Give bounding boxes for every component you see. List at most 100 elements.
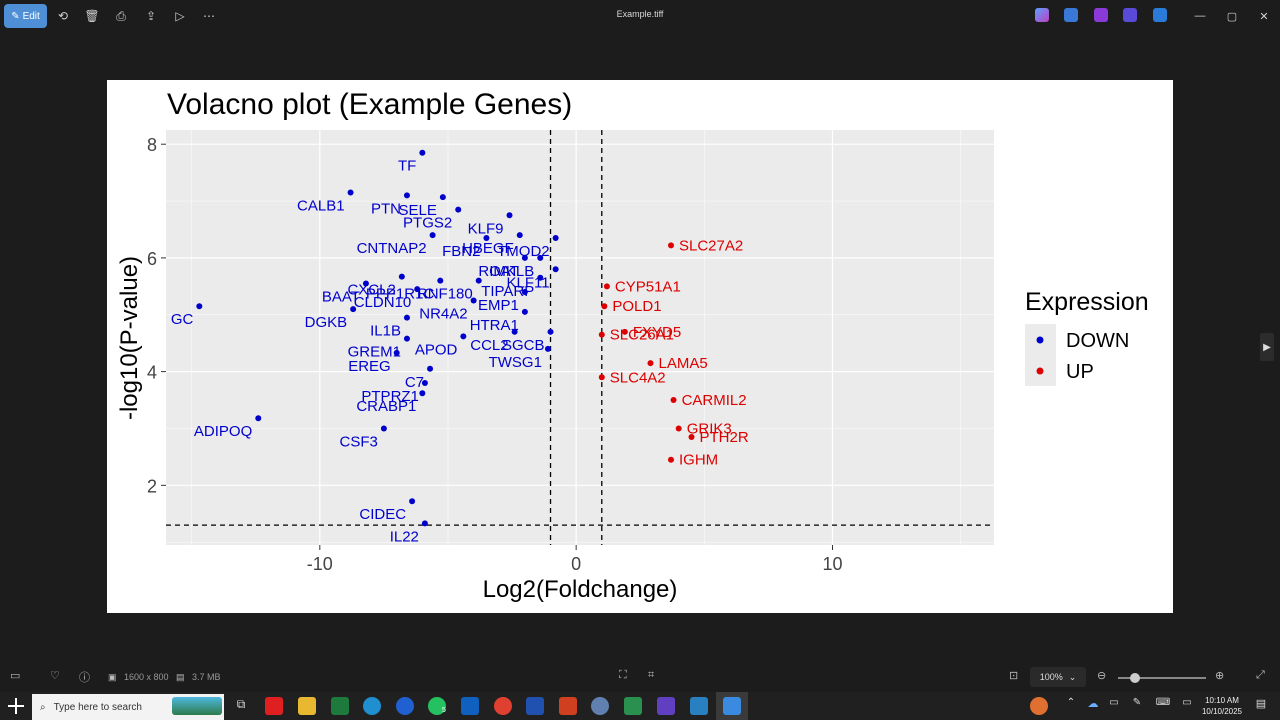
cloud-icon[interactable]: ☁: [1087, 698, 1099, 710]
data-point: [470, 297, 477, 304]
search-highlight-icon: [172, 697, 222, 715]
next-image-button[interactable]: ▶: [1260, 333, 1274, 361]
legend-key-down: [1036, 336, 1044, 344]
share-icon[interactable]: ⇪: [145, 9, 157, 23]
minimize-icon[interactable]: —: [1194, 10, 1206, 22]
fit-window-icon[interactable]: ⊡: [1009, 670, 1019, 682]
legend-label-down: DOWN: [1066, 330, 1129, 352]
network-icon[interactable]: ▭: [1109, 697, 1119, 708]
fit-icon[interactable]: ⛶: [619, 669, 627, 681]
r-app-icon[interactable]: [591, 697, 609, 715]
gene-label: GREM1: [348, 344, 401, 361]
powerpoint-icon[interactable]: [559, 697, 577, 715]
info-icon[interactable]: ⓘ: [79, 672, 90, 684]
youtube-icon[interactable]: [265, 697, 283, 715]
plot-panel: [166, 130, 994, 545]
data-point: [403, 314, 410, 321]
designer-icon[interactable]: [1064, 8, 1078, 22]
start-icon[interactable]: [8, 698, 24, 714]
legend: Expression DOWN UP: [1025, 288, 1149, 386]
zoom-slider[interactable]: [1118, 677, 1206, 679]
keyboard-icon[interactable]: ⌨: [1155, 697, 1171, 708]
crop-icon[interactable]: ⌗: [648, 669, 655, 681]
system-clock[interactable]: 10:10 AM 10/10/2025: [1196, 695, 1248, 717]
gene-label: SLC4A2: [610, 369, 666, 386]
clipchamp-icon[interactable]: [1094, 8, 1108, 22]
data-point: [421, 520, 428, 527]
data-point: [398, 273, 405, 280]
photos-app-icon[interactable]: [1123, 8, 1137, 22]
gene-label: FBN2: [442, 243, 480, 260]
edit-button[interactable]: ✎ Edit: [4, 4, 47, 28]
notifications-icon[interactable]: ▤: [1255, 698, 1267, 710]
excel-icon[interactable]: [331, 697, 349, 715]
pen-icon[interactable]: ✎: [1132, 697, 1142, 708]
legend-label-up: UP: [1066, 361, 1094, 383]
image-canvas: Volacno plot (Example Genes) TF CALB1 PTN S…: [107, 80, 1173, 613]
gene-label: RIMKLB: [478, 263, 534, 280]
chevron-up-icon[interactable]: ⌃: [1066, 697, 1076, 708]
maximize-icon[interactable]: ▢: [1226, 10, 1238, 23]
y-axis-label: -log10(P-value): [116, 256, 143, 420]
gene-label: GC: [171, 311, 194, 328]
fullscreen-icon[interactable]: ⤢: [1256, 669, 1265, 681]
gene-label: OAT: [489, 263, 519, 280]
data-point: [347, 189, 354, 196]
slideshow-icon[interactable]: ▷: [175, 9, 185, 23]
search-placeholder: Type here to search: [53, 701, 142, 713]
zoom-select[interactable]: 100% ⌄: [1030, 667, 1086, 687]
rotate-icon[interactable]: ⟲: [57, 9, 69, 23]
onedrive-icon[interactable]: [1153, 8, 1167, 22]
gene-label: TIPARP: [481, 283, 534, 300]
tray-app-icon[interactable]: [1030, 697, 1048, 715]
notepad-icon[interactable]: [624, 697, 642, 715]
battery-icon[interactable]: ▭: [1182, 697, 1192, 708]
zoom-app-icon[interactable]: [396, 697, 414, 715]
gene-label: CCL2: [470, 337, 508, 354]
gene-label: KLF9: [468, 220, 504, 237]
gene-label: TMOD2: [497, 243, 550, 260]
task-view-icon[interactable]: ⧉: [236, 697, 246, 711]
outlook-icon[interactable]: [461, 697, 479, 715]
data-point: [552, 266, 559, 273]
chrome-icon[interactable]: [494, 697, 512, 715]
app-icon[interactable]: [657, 697, 675, 715]
gene-label: HTRA1: [470, 317, 519, 334]
gene-label: SLC26A1: [610, 327, 674, 344]
x-tick-label: -10: [307, 554, 333, 574]
data-point: [483, 235, 490, 242]
app-icon-2[interactable]: [690, 697, 708, 715]
data-point: [537, 274, 544, 281]
copilot-icon[interactable]: [1035, 8, 1049, 22]
more-icon[interactable]: ⋯: [203, 9, 215, 23]
file-explorer-icon[interactable]: [298, 697, 316, 715]
gene-label: CLDN10: [354, 294, 412, 311]
gene-label: IL22: [390, 528, 419, 545]
favorite-icon[interactable]: ♡: [50, 670, 60, 682]
zoom-out-icon[interactable]: ⊖: [1097, 670, 1107, 682]
x-tick-label: 10: [822, 554, 842, 574]
gene-label: DGKB: [305, 314, 348, 331]
gene-label: POLD1: [612, 298, 661, 315]
y-tick-label: 4: [147, 363, 157, 383]
gene-label: CXCL2: [347, 282, 395, 299]
close-icon[interactable]: ✕: [1259, 10, 1269, 23]
word-icon[interactable]: [526, 697, 544, 715]
data-point: [362, 280, 369, 287]
file-size: 3.7 MB: [192, 672, 221, 682]
edge-icon[interactable]: [363, 697, 381, 715]
data-point: [421, 379, 428, 386]
gene-label: CSF3: [340, 433, 378, 450]
zoom-in-icon[interactable]: ⊕: [1215, 670, 1225, 682]
delete-icon[interactable]: 🗑: [84, 9, 100, 23]
gene-label: EREG: [348, 358, 391, 375]
print-icon[interactable]: ⎙: [116, 8, 126, 23]
zoom-slider-handle[interactable]: [1130, 673, 1140, 683]
gene-label: CRABP1: [356, 398, 416, 415]
data-point: [668, 242, 675, 249]
whatsapp-icon[interactable]: [428, 697, 446, 715]
x-tick-label: 0: [571, 554, 581, 574]
gene-label: CIDEC: [359, 506, 406, 523]
data-point: [598, 374, 605, 381]
filmstrip-icon[interactable]: ▭: [10, 670, 21, 682]
